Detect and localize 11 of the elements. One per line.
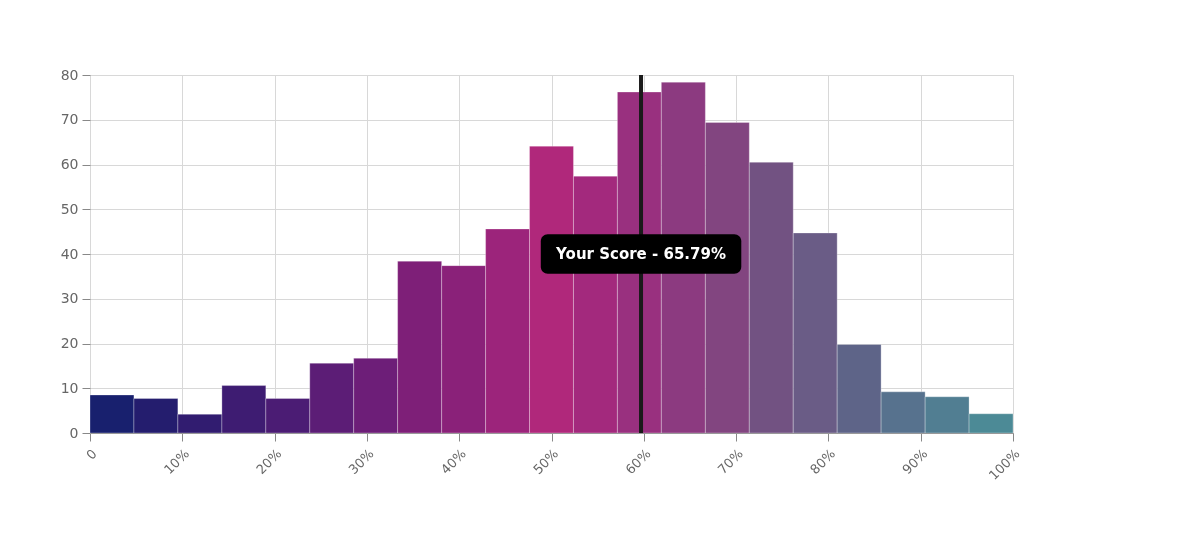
y-tick-label: 30 [60,290,79,307]
y-tick-label: 80 [60,66,79,83]
y-tick-label: 10 [60,379,79,396]
x-tick-label: 0 [83,446,100,463]
y-tick-label: 40 [60,245,79,262]
y-tick-label: 70 [60,111,79,128]
y-tick-label: 60 [60,156,79,172]
y-tick-label: 50 [60,200,79,217]
y-tick-label: 20 [60,335,79,351]
y-tick-label: 0 [69,424,79,441]
ref-line-label: Your Score - 65.79% [555,245,726,263]
